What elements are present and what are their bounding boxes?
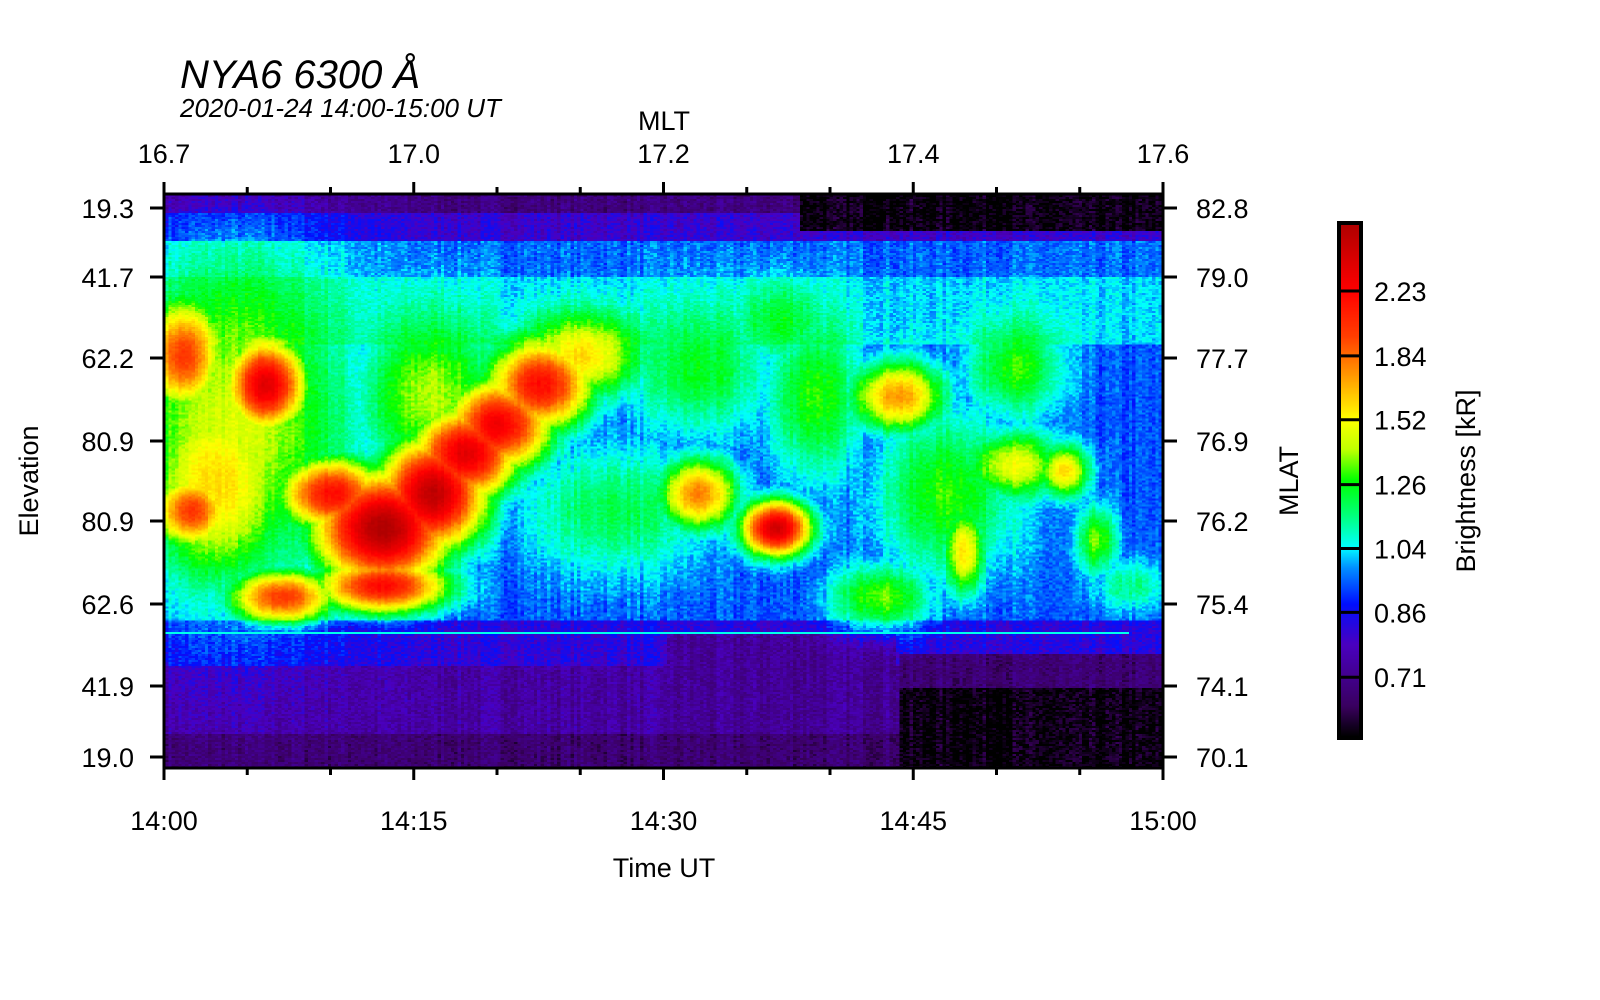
colorbar-tick-label: 1.52 <box>1374 406 1427 436</box>
colorbar-tick-label: 0.71 <box>1374 663 1427 693</box>
chart-subtitle: 2020-01-24 14:00-15:00 UT <box>179 93 503 123</box>
chart-title: NYA6 6300 Å <box>180 52 420 97</box>
x-top-tick-label: 17.0 <box>387 139 440 169</box>
colorbar-tick-label: 1.84 <box>1374 342 1427 372</box>
y-tick-label: 62.2 <box>81 344 134 374</box>
x-tick-label: 14:00 <box>130 806 198 836</box>
x-top-tick-label: 17.2 <box>637 139 690 169</box>
x-tick-label: 14:15 <box>380 806 448 836</box>
colorbar-tick-label: 1.26 <box>1374 471 1427 501</box>
y-right-tick-label: 79.0 <box>1196 263 1249 293</box>
y-axis-label: Elevation <box>14 425 44 536</box>
colorbar-tick-label: 2.23 <box>1374 277 1427 307</box>
y-right-tick-label: 82.8 <box>1196 194 1249 224</box>
y-tick-label: 19.3 <box>81 194 134 224</box>
y-right-tick-label: 70.1 <box>1196 743 1249 773</box>
x-top-tick-label: 17.6 <box>1137 139 1190 169</box>
x-top-axis-label: MLT <box>638 106 690 136</box>
keogram-heatmap <box>165 195 1162 768</box>
y-right-tick-label: 75.4 <box>1196 590 1249 620</box>
y-tick-label: 41.9 <box>81 672 134 702</box>
y-right-tick-label: 77.7 <box>1196 344 1249 374</box>
x-top-tick-label: 16.7 <box>138 139 191 169</box>
x-top-tick-label: 17.4 <box>887 139 940 169</box>
y-right-axis-label: MLAT <box>1274 446 1304 516</box>
colorbar-tick-label: 0.86 <box>1374 598 1427 628</box>
y-right-tick-label: 76.9 <box>1196 427 1249 457</box>
y-tick-label: 80.9 <box>81 427 134 457</box>
x-tick-label: 14:45 <box>879 806 947 836</box>
y-right-tick-label: 76.2 <box>1196 507 1249 537</box>
x-tick-label: 15:00 <box>1129 806 1197 836</box>
y-tick-label: 62.6 <box>81 590 134 620</box>
colorbar-tick-label: 1.04 <box>1374 534 1427 564</box>
y-tick-label: 41.7 <box>81 263 134 293</box>
colorbar-label: Brightness [kR] <box>1451 389 1481 572</box>
y-tick-label: 19.0 <box>81 743 134 773</box>
y-right-tick-label: 74.1 <box>1196 672 1249 702</box>
y-tick-label: 80.9 <box>81 507 134 537</box>
colorbar <box>1339 223 1361 738</box>
colorbar-frame <box>1337 221 1363 740</box>
x-axis-label: Time UT <box>613 853 716 883</box>
x-tick-label: 14:30 <box>630 806 698 836</box>
